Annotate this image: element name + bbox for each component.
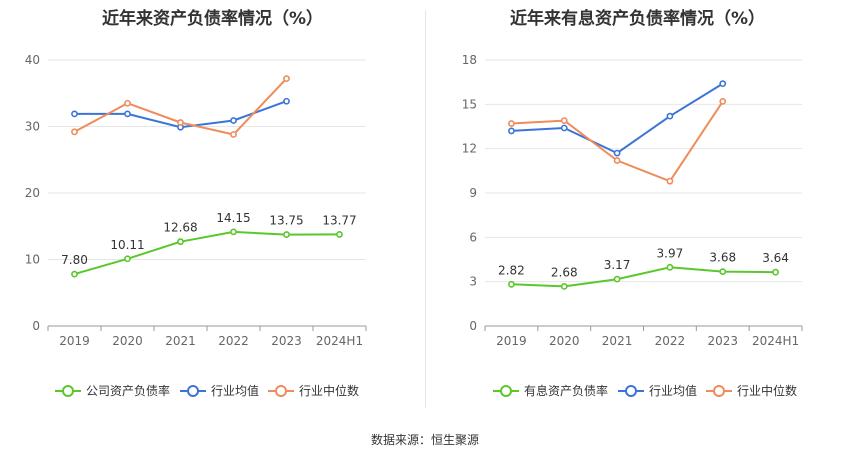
data-point (719, 97, 727, 105)
data-label: 7.80 (61, 253, 88, 267)
x-tick-label: 2023 (707, 334, 738, 348)
y-tick-label: 18 (462, 53, 477, 67)
chart-title: 近年来资产负债率情况（%） (101, 9, 324, 29)
y-tick-label: 20 (25, 186, 40, 200)
data-point (613, 149, 621, 157)
data-point (666, 177, 674, 185)
data-point (283, 75, 290, 83)
data-point (230, 228, 237, 236)
x-tick-label: 2024H1 (316, 334, 363, 348)
right-chart-panel: 近年来有息资产负债率情况（%） 0 3 6 9 12 15 18 2019 2020 2021 20… (425, 0, 850, 410)
data-point (719, 268, 727, 276)
x-tick-label: 2019 (59, 334, 90, 348)
data-point (230, 131, 237, 138)
data-source-note: 数据来源：恒生聚源 (370, 433, 479, 447)
data-point (283, 231, 290, 238)
legend-label: 有息资产负债率 (524, 383, 608, 398)
x-tick-label: 2021 (165, 334, 196, 348)
legend-item: 行业中位数 (706, 383, 797, 398)
x-tick-label: 2023 (271, 334, 302, 348)
legend-marker (187, 385, 199, 397)
y-tick-label: 6 (469, 230, 477, 244)
panel-divider (425, 10, 426, 408)
x-tick-label: 2024H1 (752, 334, 799, 348)
data-point (230, 117, 237, 124)
data-label: 12.68 (163, 221, 197, 235)
data-point (124, 99, 131, 107)
x-tick-label: 2020 (549, 334, 580, 348)
y-tick-label: 40 (25, 53, 40, 67)
legend-marker (500, 385, 512, 397)
right-chart-svg: 0 3 6 9 12 15 18 2019 2020 2021 2022 2023 2024H1 2.82… (462, 53, 803, 398)
legend-item: 行业中位数 (268, 383, 359, 398)
data-label: 10.11 (110, 238, 144, 252)
series-line (74, 230, 340, 276)
data-point (71, 270, 78, 278)
legend-item: 有息资产负债率 (493, 383, 608, 398)
data-label: 3.17 (604, 258, 631, 272)
data-point (613, 157, 621, 164)
y-tick-label: 15 (462, 97, 477, 111)
legend-label: 公司资产负债率 (86, 383, 170, 398)
x-tick-label: 2021 (602, 334, 633, 348)
data-point (666, 112, 674, 120)
series-line (511, 82, 724, 155)
y-tick-label: 9 (469, 186, 477, 200)
x-tick-label: 2020 (112, 334, 143, 348)
legend-item: 行业均值 (618, 383, 697, 398)
data-label: 3.97 (657, 246, 684, 260)
data-label: 13.77 (322, 213, 356, 227)
data-point (124, 255, 131, 263)
y-tick-label: 3 (469, 275, 477, 289)
legend-marker (275, 385, 287, 397)
legend-label: 行业中位数 (299, 383, 359, 398)
series-line (511, 266, 776, 288)
series-line (511, 100, 724, 183)
chart-title: 近年来有息资产负债率情况（%） (509, 9, 766, 29)
data-label: 13.75 (269, 214, 303, 228)
left-chart-panel: 近年来资产负债率情况（%） 0 10 20 30 40 2019 2020 2021 2022 2… (0, 0, 425, 410)
y-tick-label: 0 (32, 319, 40, 333)
legend-item: 公司资产负债率 (55, 383, 170, 398)
data-label: 14.15 (216, 211, 250, 225)
data-point (508, 127, 515, 135)
data-point (666, 263, 674, 271)
x-tick-label: 2022 (655, 334, 686, 348)
data-point (508, 120, 515, 127)
left-chart-svg: 0 10 20 30 40 2019 2020 2021 2022 2023 2024H1 7.80 1… (25, 53, 367, 398)
data-point (177, 238, 184, 246)
x-tick-label: 2022 (218, 334, 249, 348)
data-point (560, 282, 568, 290)
data-point (613, 275, 621, 283)
legend-marker (62, 385, 74, 397)
y-tick-label: 10 (25, 253, 40, 267)
x-tick-label: 2019 (496, 334, 527, 348)
data-point (560, 117, 568, 124)
data-point (71, 110, 78, 118)
y-tick-label: 30 (25, 120, 40, 134)
legend-label: 行业均值 (649, 383, 697, 398)
data-point (283, 97, 290, 105)
legend-label: 行业均值 (211, 383, 259, 398)
data-point (71, 128, 78, 136)
y-tick-label: 12 (462, 142, 477, 156)
data-point (719, 80, 727, 88)
legend-item: 行业均值 (180, 383, 259, 398)
y-tick-label: 0 (469, 319, 477, 333)
legend-marker (625, 385, 637, 397)
data-label: 3.68 (709, 251, 736, 265)
data-label: 2.68 (551, 265, 578, 279)
data-point (177, 119, 184, 126)
data-point (560, 124, 568, 132)
legend-label: 行业中位数 (737, 383, 797, 398)
data-label: 2.82 (498, 263, 525, 277)
data-label: 3.64 (762, 251, 789, 265)
data-point (124, 110, 131, 118)
data-point (772, 268, 779, 276)
data-point (508, 280, 515, 288)
data-point (336, 231, 343, 238)
legend-marker (713, 385, 725, 397)
